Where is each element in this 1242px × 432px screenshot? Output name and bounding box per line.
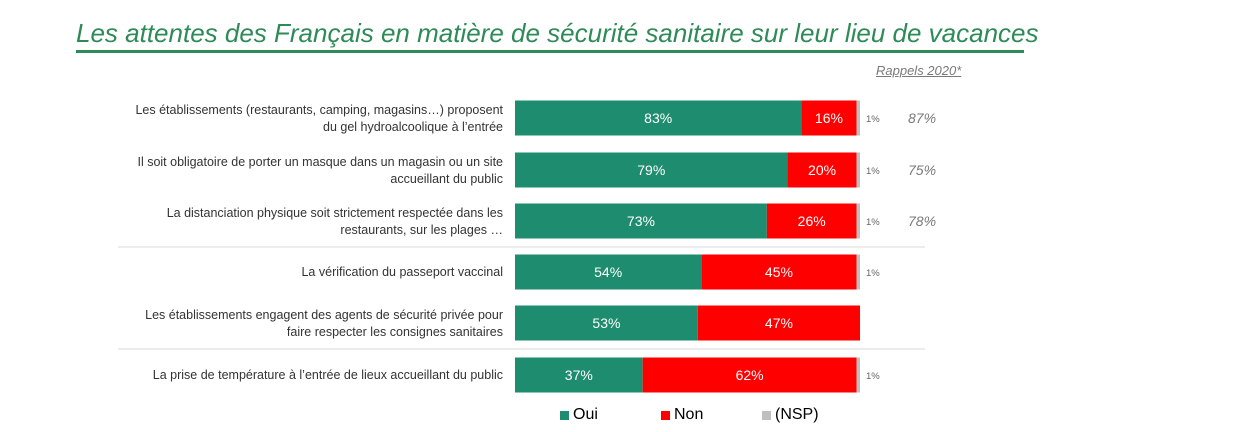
legend-label: (NSP) — [775, 406, 819, 423]
value-label-non: 45% — [765, 264, 793, 280]
value-label-nsp: 1% — [866, 371, 880, 382]
value-label-oui: 73% — [627, 213, 655, 229]
value-label-non: 47% — [765, 315, 793, 331]
value-label-oui: 79% — [637, 162, 665, 178]
bar-non — [697, 305, 860, 341]
bar-non — [801, 100, 857, 136]
category-label: La vérification du passeport vaccinal — [301, 265, 503, 279]
value-label-nsp: 1% — [866, 268, 880, 279]
bar-oui — [515, 100, 802, 136]
value-label-oui: 83% — [644, 110, 672, 126]
title-underline — [76, 50, 1024, 53]
legend-label: Non — [674, 406, 704, 423]
value-label-non: 16% — [815, 110, 843, 126]
value-label-nsp: 1% — [866, 114, 880, 125]
bar-nsp — [856, 254, 860, 290]
value-label-oui: 54% — [594, 264, 622, 280]
bar-oui — [515, 203, 767, 239]
recall-2020-value: 87% — [908, 110, 936, 126]
bar-oui — [515, 152, 788, 188]
category-label: Les établissements (restaurants, camping… — [135, 103, 503, 134]
value-label-nsp: 1% — [866, 166, 880, 177]
bar-oui — [515, 254, 702, 290]
value-label-non: 62% — [736, 367, 764, 383]
bar-nsp — [856, 357, 860, 393]
legend-item: (NSP) — [762, 406, 819, 424]
legend-swatch — [661, 410, 670, 420]
bar-non — [701, 254, 857, 290]
value-label-non: 26% — [798, 213, 826, 229]
bar-non — [642, 357, 857, 393]
legend-swatch — [762, 410, 771, 420]
value-label-oui: 37% — [565, 367, 593, 383]
chart-title: Les attentes des Français en matière de … — [76, 18, 1039, 48]
legend-item: Oui — [560, 406, 598, 424]
recall-2020-value: 78% — [908, 213, 936, 229]
bar-nsp — [856, 203, 860, 239]
bar-nsp — [856, 100, 860, 136]
legend-item: Non — [661, 406, 703, 424]
category-label: La distanciation physique soit stricteme… — [167, 206, 503, 237]
value-label-oui: 53% — [592, 315, 620, 331]
legend-label: Oui — [573, 406, 598, 423]
category-label: Les établissements engagent des agents d… — [145, 308, 503, 339]
bar-nsp — [856, 152, 860, 188]
recall-2020-value: 75% — [908, 162, 936, 178]
category-label: Il soit obligatoire de porter un masque … — [137, 155, 503, 186]
bar-oui — [515, 305, 698, 341]
legend-swatch — [560, 410, 569, 420]
value-label-non: 20% — [808, 162, 836, 178]
category-label: La prise de température à l’entrée de li… — [153, 368, 503, 382]
value-label-nsp: 1% — [866, 217, 880, 228]
bar-oui — [515, 357, 643, 393]
bar-non — [766, 203, 857, 239]
recall-2020-header: Rappels 2020* — [876, 63, 962, 78]
bar-non — [787, 152, 857, 188]
